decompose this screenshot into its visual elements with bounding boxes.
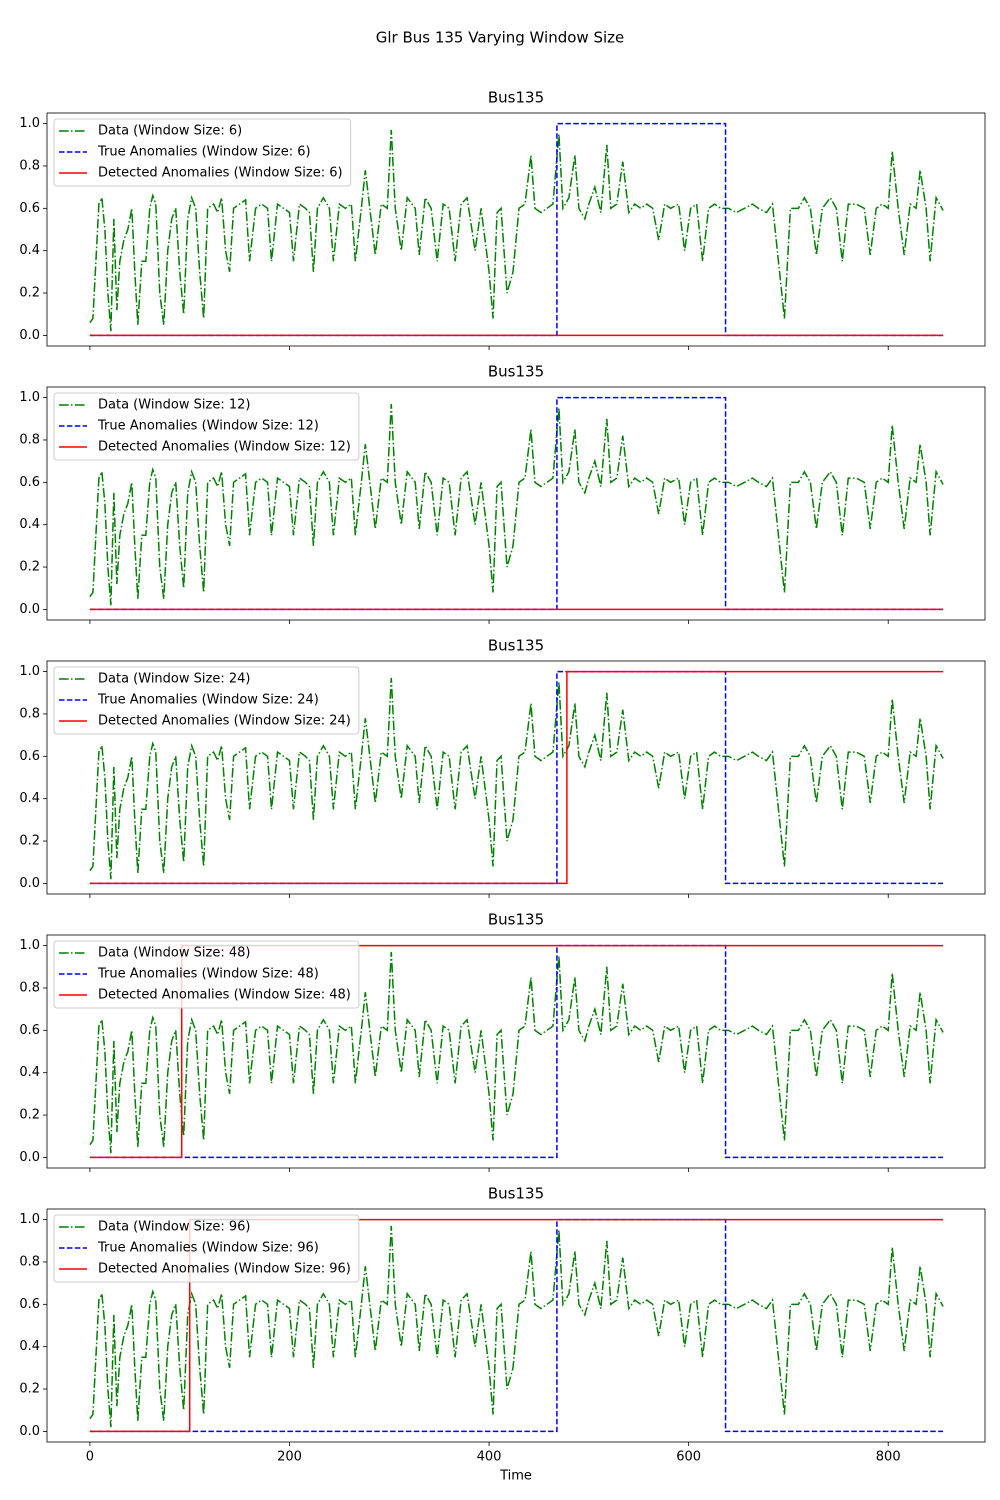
legend-box [53,392,360,461]
series-line [89,1225,944,1428]
y-tick-label: 0.6 [19,1297,40,1312]
subplot-title: Bus135 [488,911,544,929]
legend: Data (Window Size: 6) True Anomalies (Win… [53,118,352,187]
axes-frame [46,112,986,347]
y-tick-label: 0.6 [19,749,40,764]
y-tick-label: 0.4 [19,243,40,258]
legend-label: Data (Window Size: 6) [98,124,242,139]
y-tick-label: 1.0 [19,938,40,953]
legend-label: Detected Anomalies (Window Size: 6) [98,166,343,181]
legend-label: Data (Window Size: 96) [98,1220,250,1235]
legend: Data (Window Size: 24) True Anomalies (Wi… [53,666,360,735]
legend-label: True Anomalies (Window Size: 24) [97,693,319,708]
legend-label: Detected Anomalies (Window Size: 12) [98,440,351,455]
subplot: Bus135 0.0 0.2 0.4 0.6 0.8 1.0 Data (Window Siz… [19,637,986,898]
y-tick-label: 0.0 [19,1424,40,1439]
y-tick-label: 0.6 [19,201,40,216]
plot-area [89,122,944,337]
legend-label: True Anomalies (Window Size: 12) [97,419,319,434]
y-tick-label: 0.8 [19,432,40,447]
legend-label: Data (Window Size: 24) [98,672,250,687]
series-line [89,403,944,606]
plot-area [89,944,944,1159]
subplot-title: Bus135 [488,637,544,655]
plot-area [89,1218,944,1433]
y-tick-label: 0.8 [19,1254,40,1269]
y-tick-label: 0.0 [19,1150,40,1165]
subplot: Bus135 0.0 0.2 0.4 0.6 0.8 1.0 Data (Window Siz… [19,363,986,624]
legend-box [53,666,360,735]
y-tick-label: 0.8 [19,980,40,995]
legend-label: Data (Window Size: 12) [98,398,250,413]
series-line [89,951,944,1154]
y-tick-label: 1.0 [19,664,40,679]
y-tick-label: 0.0 [19,876,40,891]
y-tick-label: 1.0 [19,390,40,405]
y-tick-label: 0.2 [19,1382,40,1397]
axes-frame [46,386,986,621]
y-tick-label: 0.8 [19,158,40,173]
legend: Data (Window Size: 12) True Anomalies (Wi… [53,392,360,461]
legend-label: Detected Anomalies (Window Size: 48) [98,988,351,1003]
subplot: Bus135 0.0 0.2 0.4 0.6 0.8 1.0 Data (Window Siz… [19,911,986,1172]
x-tick-label: 600 [676,1450,701,1465]
y-tick-label: 0.2 [19,1108,40,1123]
y-tick-label: 0.4 [19,791,40,806]
series-line [89,677,944,880]
plot-area [89,670,944,885]
series-line [89,1218,944,1433]
x-tick-label: 0 [86,1450,94,1465]
subplot-title: Bus135 [488,363,544,381]
subplot-title: Bus135 [488,89,544,107]
y-tick-label: 0.6 [19,1023,40,1038]
y-tick-label: 0.6 [19,475,40,490]
legend-label: True Anomalies (Window Size: 6) [97,145,311,160]
y-tick-label: 0.2 [19,286,40,301]
subplot-title: Bus135 [488,1185,544,1203]
y-tick-label: 1.0 [19,116,40,131]
legend: Data (Window Size: 48) True Anomalies (Wi… [53,940,360,1009]
legend: Data (Window Size: 96) True Anomalies (Wi… [53,1214,360,1283]
legend-label: Detected Anomalies (Window Size: 24) [98,714,351,729]
x-axis-label: Time [499,1469,532,1484]
series-line [89,944,944,1159]
legend-box [53,118,352,187]
y-tick-label: 0.2 [19,560,40,575]
axes-frame [46,934,986,1169]
legend-box [53,1214,360,1283]
y-tick-label: 0.0 [19,602,40,617]
axes-frame [46,1208,986,1443]
y-tick-label: 0.8 [19,706,40,721]
figure-title: Glr Bus 135 Varying Window Size [376,29,625,47]
y-tick-label: 0.4 [19,517,40,532]
x-tick-label: 400 [477,1450,502,1465]
y-tick-label: 0.2 [19,834,40,849]
y-tick-label: 1.0 [19,1212,40,1227]
legend-box [53,940,360,1009]
legend-label: True Anomalies (Window Size: 96) [97,1241,319,1256]
axes-frame [46,660,986,895]
legend-label: Data (Window Size: 48) [98,946,250,961]
legend-label: True Anomalies (Window Size: 48) [97,967,319,982]
x-tick-label: 200 [277,1450,302,1465]
series-line [89,670,944,885]
series-line [89,129,944,332]
legend-label: Detected Anomalies (Window Size: 96) [98,1262,351,1277]
x-tick-label: 800 [876,1450,901,1465]
subplot: Bus135 0.0 0.2 0.4 0.6 0.8 1.0 Data (Window Siz… [19,89,986,350]
subplot: Bus135 0.0 0.2 0.4 0.6 0.8 1.0 0 200 400 600 800 Tim… [19,1185,986,1484]
y-tick-label: 0.4 [19,1065,40,1080]
y-tick-label: 0.0 [19,328,40,343]
y-tick-label: 0.4 [19,1339,40,1354]
plot-area [89,396,944,611]
